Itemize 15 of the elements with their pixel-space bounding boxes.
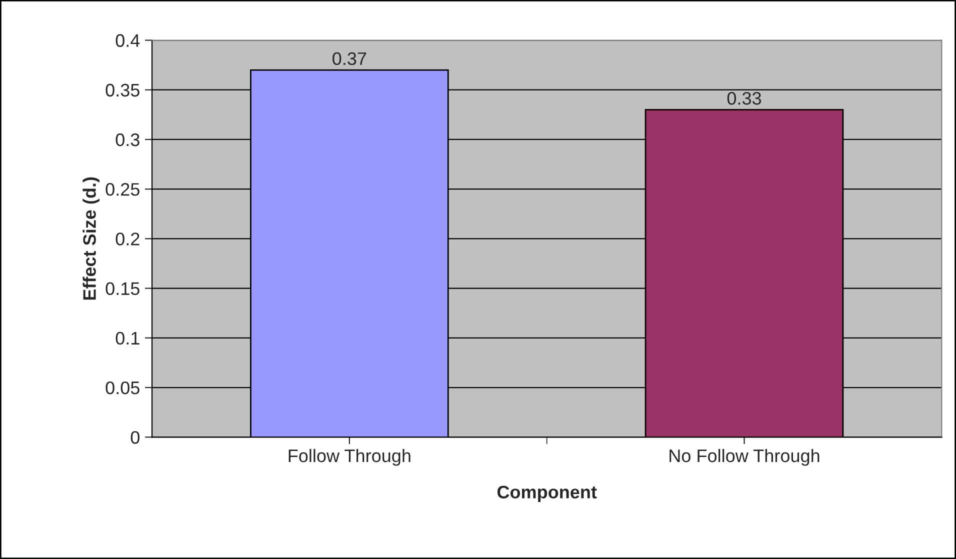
y-tick-label: 0 — [130, 431, 140, 444]
y-tick-label: 0.15 — [106, 282, 140, 296]
y-tick-label: 0.1 — [116, 332, 140, 345]
data-label: 0.33 — [727, 92, 762, 105]
x-tick-label: Follow Through — [288, 448, 410, 466]
data-label: 0.37 — [332, 52, 366, 66]
y-axis-title: Effect Size (d.) — [82, 177, 100, 300]
y-tick-label: 0.25 — [106, 183, 140, 196]
y-tick-label: 0.3 — [116, 133, 140, 146]
y-tick-label: 0.2 — [116, 232, 140, 246]
y-tick-label: 0.05 — [106, 381, 140, 394]
y-tick-label: 0.35 — [106, 84, 140, 97]
x-tick-label: No Follow Through — [670, 448, 820, 466]
y-tick-label: 0.4 — [116, 34, 140, 47]
x-axis-title: Component — [497, 486, 597, 502]
